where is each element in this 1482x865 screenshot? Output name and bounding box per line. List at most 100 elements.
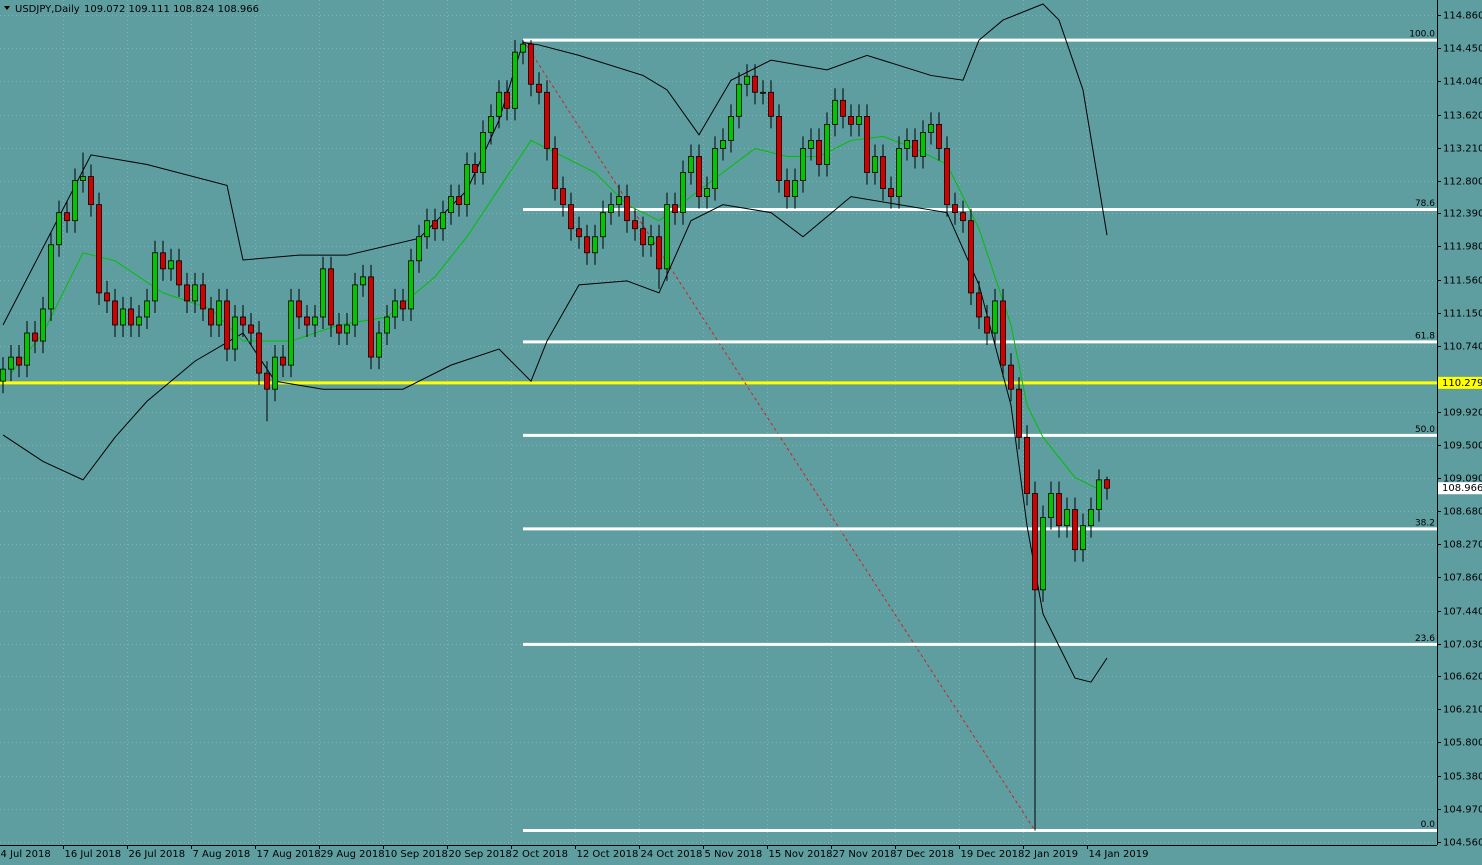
candle-body <box>344 324 350 334</box>
candle-body <box>16 356 22 366</box>
fib-label: 0.0 <box>1421 820 1436 830</box>
y-tick-label: 104.970 <box>1443 805 1482 816</box>
x-tick-label: 16 Jul 2018 <box>65 849 122 860</box>
candle-body <box>336 324 342 334</box>
y-tick-label: 114.040 <box>1443 77 1482 88</box>
candle-body <box>424 220 430 238</box>
x-tick-label: 4 Jul 2018 <box>1 849 51 860</box>
plot-area: 100.0 78.6 61.8 50.0 38.2 23.6 0.0 <box>0 3 1437 833</box>
current-price-label: 108.966 <box>1442 483 1482 494</box>
fib-label: 61.8 <box>1415 331 1435 341</box>
candle-body <box>824 123 830 165</box>
candle-body <box>360 276 366 286</box>
y-tick-label: 108.680 <box>1443 507 1482 518</box>
y-tick-label: 107.440 <box>1443 607 1482 618</box>
x-tick-label: 2 Jan 2019 <box>1025 849 1079 860</box>
candle-body <box>296 300 302 318</box>
y-tick-label: 111.150 <box>1443 309 1482 320</box>
candle-body <box>632 220 638 230</box>
candle-body <box>232 316 238 350</box>
candle-body <box>616 196 622 206</box>
candle-body <box>1040 517 1046 591</box>
candle-body <box>8 356 14 370</box>
candle-body <box>216 300 222 326</box>
candle-body <box>904 140 910 149</box>
candle-body <box>80 176 86 181</box>
candle-body <box>1096 479 1102 510</box>
candle-body <box>560 188 566 206</box>
candle-body <box>112 300 118 326</box>
y-tick-label: 106.210 <box>1443 705 1482 716</box>
fib-label: 50.0 <box>1415 425 1435 435</box>
candle-body <box>784 180 790 198</box>
candle-body <box>712 148 718 189</box>
candle-body <box>1032 493 1038 591</box>
y-tick-label: 113.210 <box>1443 144 1482 155</box>
candle-body <box>568 204 574 230</box>
candle-body <box>928 123 934 133</box>
menu-triangle[interactable] <box>4 6 10 10</box>
candle-body <box>576 228 582 238</box>
candle-body <box>920 132 926 157</box>
candle-body <box>192 284 198 302</box>
y-tick-label: 112.390 <box>1443 209 1482 220</box>
fib-label: 100.0 <box>1409 30 1435 40</box>
y-tick-label: 105.380 <box>1443 772 1482 783</box>
candle-body <box>584 236 590 254</box>
candle-body <box>880 156 886 189</box>
candle-body <box>40 308 46 342</box>
candle-body <box>280 356 286 366</box>
candle-body <box>408 260 414 310</box>
x-tick-label: 14 Jan 2019 <box>1089 849 1149 860</box>
price-line-label-box <box>1438 376 1482 389</box>
price-line-label: 110.279 <box>1442 378 1482 389</box>
candle-body <box>104 292 110 302</box>
x-tick-label: 26 Jul 2018 <box>129 849 186 860</box>
y-tick-label: 111.980 <box>1443 242 1482 253</box>
candle-body <box>432 220 438 230</box>
grid <box>0 0 1437 845</box>
candle-body <box>304 316 310 326</box>
candle-body <box>264 372 270 390</box>
candle-body <box>152 252 158 302</box>
candle-body <box>320 268 326 318</box>
candle-body <box>528 43 534 85</box>
candle-body <box>1064 509 1070 527</box>
candle-body <box>256 332 262 374</box>
candle-body <box>120 308 126 326</box>
y-tick-label: 109.090 <box>1443 474 1482 485</box>
candle-body <box>328 268 334 326</box>
candle-body <box>368 276 374 358</box>
candle-body <box>816 140 822 165</box>
current-price-label-box <box>1438 482 1482 495</box>
x-tick-label: 12 Oct 2018 <box>577 849 639 860</box>
candle-body <box>472 164 478 173</box>
candle-body <box>160 252 166 270</box>
candle-body <box>752 75 758 93</box>
candle-body <box>384 316 390 334</box>
candle-body <box>136 316 142 326</box>
candle-body <box>272 356 278 390</box>
y-tick-label: 106.620 <box>1443 672 1482 683</box>
candle-body <box>688 156 694 173</box>
candle-body <box>864 115 870 173</box>
candle-body <box>640 228 646 246</box>
candle-body <box>200 284 206 310</box>
x-tick-label: 2 Oct 2018 <box>513 849 568 860</box>
x-tick-label: 27 Nov 2018 <box>833 849 897 860</box>
candle-body <box>1048 493 1054 518</box>
y-tick-label: 111.560 <box>1443 276 1482 287</box>
candle-body <box>1056 493 1062 527</box>
candle-body <box>1008 364 1014 390</box>
y-tick-label: 109.920 <box>1443 408 1482 419</box>
x-tick-label: 7 Aug 2018 <box>193 849 251 860</box>
axis-labels: 114.860 114.450 114.040 113.620 113.210 112.8… <box>1 11 1482 860</box>
candle-body <box>536 83 542 93</box>
candle-body <box>840 99 846 117</box>
y-tick-label: 107.030 <box>1443 640 1482 651</box>
candle-body <box>488 115 494 133</box>
y-tick-label: 108.270 <box>1443 540 1482 551</box>
y-tick-label: 107.860 <box>1443 573 1482 584</box>
